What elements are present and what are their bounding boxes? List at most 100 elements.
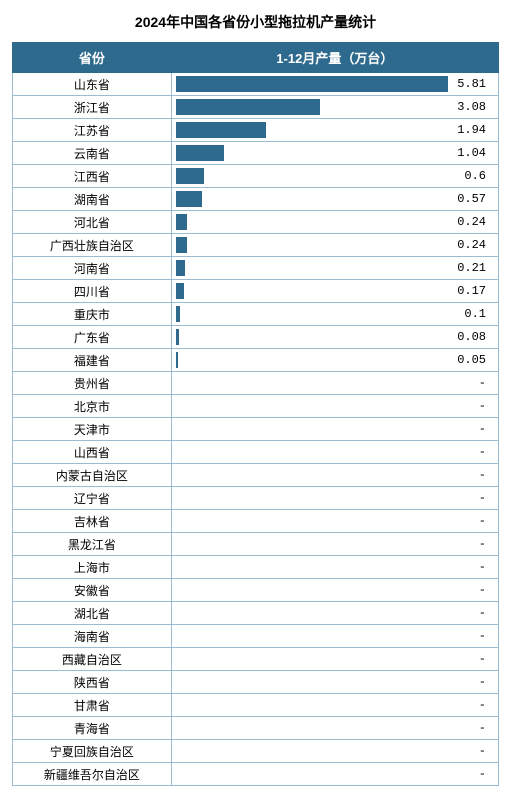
- value-label: 5.81: [457, 77, 486, 91]
- province-cell: 山东省: [13, 73, 172, 96]
- value-cell: -: [171, 395, 498, 418]
- table-row: 河北省0.24: [13, 211, 499, 234]
- page-title: 2024年中国各省份小型拖拉机产量统计: [12, 12, 499, 32]
- value-label: 0.17: [457, 284, 486, 298]
- value-cell: 0.08: [171, 326, 498, 349]
- value-label: 0.24: [457, 238, 486, 252]
- value-label: -: [479, 698, 486, 712]
- province-cell: 重庆市: [13, 303, 172, 326]
- table-row: 山西省-: [13, 441, 499, 464]
- province-cell: 海南省: [13, 625, 172, 648]
- bar: [176, 145, 225, 161]
- province-cell: 广西壮族自治区: [13, 234, 172, 257]
- value-cell: -: [171, 418, 498, 441]
- table-row: 内蒙古自治区-: [13, 464, 499, 487]
- table-row: 北京市-: [13, 395, 499, 418]
- value-label: 0.6: [464, 169, 486, 183]
- table-row: 上海市-: [13, 556, 499, 579]
- value-cell: 5.81: [171, 73, 498, 96]
- value-label: 0.24: [457, 215, 486, 229]
- province-cell: 四川省: [13, 280, 172, 303]
- table-row: 河南省0.21: [13, 257, 499, 280]
- table-row: 江苏省1.94: [13, 119, 499, 142]
- bar: [176, 237, 187, 253]
- value-cell: 0.24: [171, 234, 498, 257]
- value-cell: -: [171, 671, 498, 694]
- table-row: 青海省-: [13, 717, 499, 740]
- bar: [176, 99, 320, 115]
- value-label: 0.05: [457, 353, 486, 367]
- value-label: 0.08: [457, 330, 486, 344]
- province-cell: 湖北省: [13, 602, 172, 625]
- value-cell: 0.24: [171, 211, 498, 234]
- table-row: 湖南省 0.57: [13, 188, 499, 211]
- province-cell: 青海省: [13, 717, 172, 740]
- province-cell: 河南省: [13, 257, 172, 280]
- value-label: -: [479, 468, 486, 482]
- table-row: 湖北省 -: [13, 602, 499, 625]
- table-row: 贵州省-: [13, 372, 499, 395]
- province-cell: 辽宁省: [13, 487, 172, 510]
- value-cell: 0.1: [171, 303, 498, 326]
- bar: [176, 122, 267, 138]
- value-cell: -: [171, 694, 498, 717]
- bar: [176, 352, 178, 368]
- bar: [176, 76, 448, 92]
- table-row: 黑龙江省-: [13, 533, 499, 556]
- province-cell: 江西省: [13, 165, 172, 188]
- province-cell: 甘肃省: [13, 694, 172, 717]
- value-label: -: [479, 675, 486, 689]
- table-row: 重庆市 0.1: [13, 303, 499, 326]
- value-label: -: [479, 606, 486, 620]
- value-cell: 0.57: [171, 188, 498, 211]
- value-label: 3.08: [457, 100, 486, 114]
- province-cell: 浙江省: [13, 96, 172, 119]
- col-header-value: 1-12月产量（万台）: [171, 43, 498, 73]
- value-label: -: [479, 445, 486, 459]
- table-row: 福建省0.05: [13, 349, 499, 372]
- bar: [176, 283, 184, 299]
- value-cell: 1.94: [171, 119, 498, 142]
- value-label: -: [479, 744, 486, 758]
- table-row: 宁夏回族自治区 -: [13, 740, 499, 763]
- province-cell: 天津市: [13, 418, 172, 441]
- table-row: 新疆维吾尔自治区-: [13, 763, 499, 786]
- table-row: 云南省 1.04: [13, 142, 499, 165]
- value-cell: -: [171, 602, 498, 625]
- value-label: 1.04: [457, 146, 486, 160]
- value-label: -: [479, 422, 486, 436]
- province-cell: 上海市: [13, 556, 172, 579]
- value-label: -: [479, 399, 486, 413]
- province-cell: 云南省: [13, 142, 172, 165]
- table-row: 辽宁省-: [13, 487, 499, 510]
- province-cell: 广东省: [13, 326, 172, 349]
- value-label: -: [479, 583, 486, 597]
- table-row: 江西省 0.6: [13, 165, 499, 188]
- value-cell: 0.6: [171, 165, 498, 188]
- value-label: -: [479, 629, 486, 643]
- table-row: 海南省 -: [13, 625, 499, 648]
- value-label: -: [479, 514, 486, 528]
- value-label: 1.94: [457, 123, 486, 137]
- value-cell: -: [171, 648, 498, 671]
- value-cell: -: [171, 464, 498, 487]
- value-cell: -: [171, 487, 498, 510]
- value-label: 0.57: [457, 192, 486, 206]
- province-cell: 湖南省: [13, 188, 172, 211]
- table-row: 吉林省-: [13, 510, 499, 533]
- province-cell: 新疆维吾尔自治区: [13, 763, 172, 786]
- value-cell: 1.04: [171, 142, 498, 165]
- bar: [176, 306, 181, 322]
- table-row: 天津市 -: [13, 418, 499, 441]
- value-label: 0.1: [464, 307, 486, 321]
- bar: [176, 214, 187, 230]
- value-cell: -: [171, 441, 498, 464]
- table-row: 广西壮族自治区 0.24: [13, 234, 499, 257]
- province-cell: 西藏自治区: [13, 648, 172, 671]
- value-cell: -: [171, 717, 498, 740]
- province-cell: 陕西省: [13, 671, 172, 694]
- bar: [176, 329, 180, 345]
- value-cell: 0.17: [171, 280, 498, 303]
- value-cell: -: [171, 372, 498, 395]
- province-cell: 宁夏回族自治区: [13, 740, 172, 763]
